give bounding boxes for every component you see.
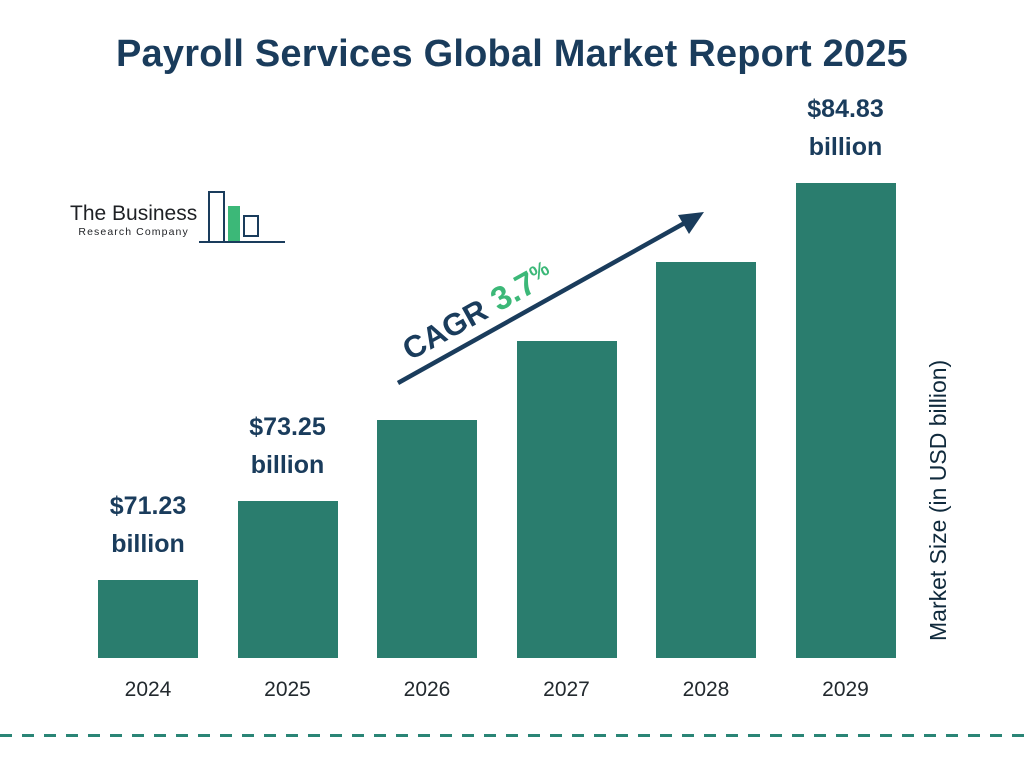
bar-2028 bbox=[656, 262, 756, 658]
company-subname: Research Company bbox=[78, 226, 189, 238]
x-tick-2028: 2028 bbox=[682, 678, 730, 701]
bar-2029 bbox=[795, 183, 896, 658]
value-amount-2029: $84.83 bbox=[807, 94, 884, 123]
bar-chart: 2024 $71.23 billion 2025 $73.25 billion 2026 20… bbox=[98, 90, 896, 701]
bar-2026 bbox=[377, 420, 477, 658]
company-logo: The Business Research Company bbox=[70, 188, 289, 252]
value-amount-2024: $71.23 bbox=[109, 491, 187, 520]
x-tick-2024: 2024 bbox=[124, 678, 172, 701]
y-axis-label: Market Size (in USD billion) bbox=[925, 359, 951, 641]
value-unit-2029: billion bbox=[808, 133, 883, 162]
bottom-dashed-line bbox=[0, 734, 1024, 737]
value-unit-2025: billion bbox=[250, 451, 325, 480]
x-tick-2027: 2027 bbox=[543, 678, 590, 701]
x-tick-2025: 2025 bbox=[264, 678, 311, 701]
x-tick-2026: 2026 bbox=[403, 678, 451, 701]
value-label-2029: $84.83 billion bbox=[761, 90, 931, 168]
bar-2025 bbox=[237, 501, 338, 658]
x-tick-2029: 2029 bbox=[822, 678, 869, 701]
value-unit-2024: billion bbox=[111, 530, 185, 559]
value-amount-2025: $73.25 bbox=[249, 412, 326, 441]
bar-2024 bbox=[98, 580, 198, 658]
value-label-2025: $73.25 billion bbox=[203, 408, 373, 486]
page-title: Payroll Services Global Market Report 20… bbox=[116, 33, 908, 75]
bar-2027 bbox=[516, 341, 617, 658]
value-label-2024: $71.23 billion bbox=[63, 487, 233, 565]
company-logo-text: The Business Research Company bbox=[70, 202, 197, 252]
company-name: The Business bbox=[70, 202, 198, 225]
logo-bar-chart-icon bbox=[199, 191, 286, 243]
